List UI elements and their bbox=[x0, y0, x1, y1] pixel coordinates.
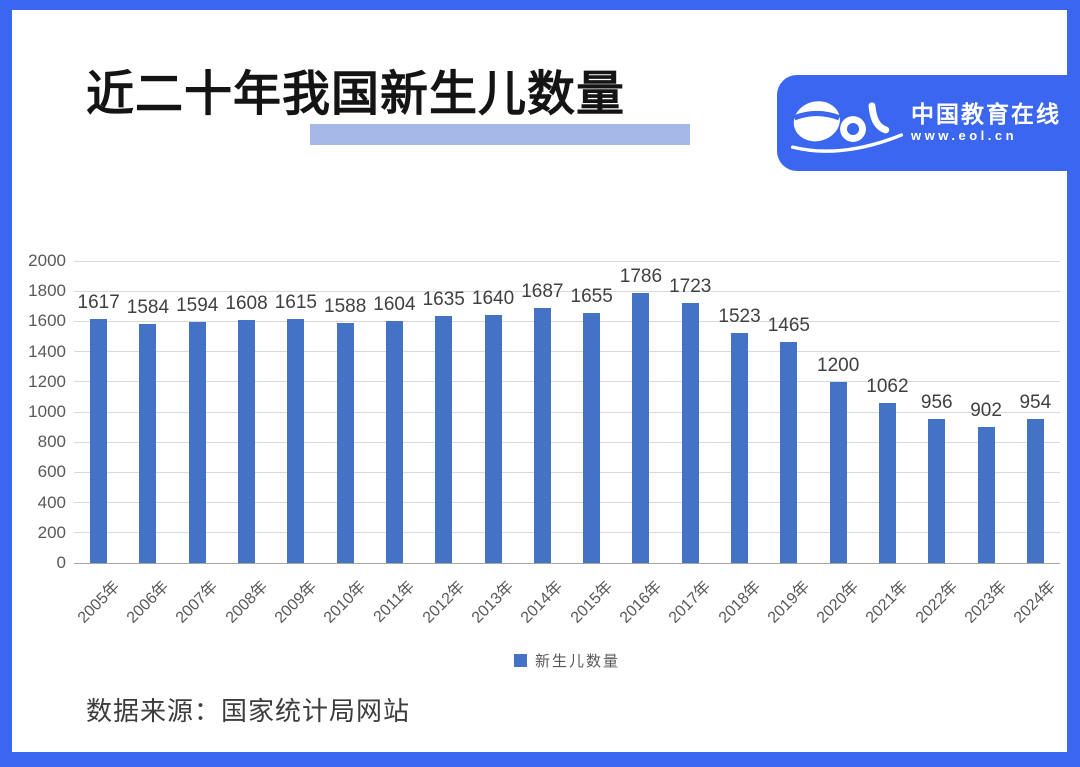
bar-2008年 bbox=[238, 320, 256, 563]
y-axis-tick-label: 1800 bbox=[28, 281, 66, 301]
bar-value-label: 1640 bbox=[471, 288, 515, 309]
bar-value-label: 1588 bbox=[324, 296, 367, 317]
gridline bbox=[74, 502, 1060, 504]
bar-2015年 bbox=[583, 313, 601, 563]
y-axis-tick-label: 1200 bbox=[28, 371, 66, 391]
bar-value-label: 1723 bbox=[669, 276, 712, 297]
x-axis-tick-label: 2019年 bbox=[764, 578, 814, 627]
x-axis-tick-label: 2009年 bbox=[271, 578, 321, 627]
gridline bbox=[74, 290, 1060, 292]
y-axis-tick-label: 400 bbox=[37, 492, 66, 512]
x-axis-tick-label: 2005年 bbox=[74, 578, 123, 627]
bar-2011年 bbox=[385, 321, 403, 563]
x-axis-tick-label: 2012年 bbox=[419, 578, 469, 627]
bar-2018年 bbox=[731, 333, 749, 563]
bar-2017年 bbox=[681, 303, 699, 563]
gridline bbox=[74, 411, 1060, 413]
x-axis-tick-label: 2020年 bbox=[813, 578, 863, 627]
logo-text: 中国教育在线 www.eol.cn bbox=[911, 101, 1061, 144]
gridline bbox=[74, 532, 1060, 534]
bar-2022年 bbox=[928, 419, 946, 563]
bar-value-label: 1523 bbox=[718, 306, 761, 327]
x-axis-tick-label: 2008年 bbox=[222, 578, 271, 627]
x-axis-tick-label: 2021年 bbox=[863, 578, 912, 627]
bar-2007年 bbox=[188, 322, 206, 563]
bar-2014年 bbox=[533, 308, 551, 563]
eol-logo-badge: 中国教育在线 www.eol.cn bbox=[777, 75, 1080, 171]
bar-2009年 bbox=[287, 319, 305, 563]
bar-value-label: 1687 bbox=[521, 281, 564, 302]
x-axis-tick-label: 2010年 bbox=[320, 578, 370, 627]
header: 近二十年我国新生儿数量 bbox=[86, 64, 690, 145]
gridline bbox=[74, 260, 1060, 262]
gridline bbox=[74, 351, 1060, 353]
bar-value-label: 1062 bbox=[866, 376, 909, 397]
x-axis-tick-label: 2006年 bbox=[123, 578, 173, 627]
bar-value-label: 1635 bbox=[422, 289, 465, 310]
gridline bbox=[74, 441, 1060, 443]
bar-value-label: 1465 bbox=[767, 315, 810, 336]
x-axis-tick-label: 2018年 bbox=[715, 578, 764, 627]
logo-url: www.eol.cn bbox=[911, 127, 1018, 143]
x-axis-tick-label: 2011年 bbox=[371, 578, 419, 626]
bar-value-label: 1604 bbox=[373, 294, 416, 315]
logo-name: 中国教育在线 bbox=[911, 101, 1061, 128]
bar-value-label: 1655 bbox=[570, 286, 613, 307]
bar-value-label: 954 bbox=[1019, 392, 1052, 413]
y-axis-tick-label: 1400 bbox=[28, 341, 66, 361]
y-axis-tick-label: 200 bbox=[37, 522, 66, 542]
x-axis-tick-label: 2022年 bbox=[912, 578, 962, 627]
gridline bbox=[74, 320, 1060, 322]
legend-label: 新生儿数量 bbox=[534, 653, 620, 670]
legend-swatch bbox=[513, 654, 527, 667]
bar-2024年 bbox=[1026, 419, 1044, 563]
bar-value-label: 1594 bbox=[176, 295, 219, 316]
gridline bbox=[74, 471, 1060, 473]
y-axis-tick-label: 1600 bbox=[28, 311, 66, 331]
x-axis-tick-label: 2013年 bbox=[468, 578, 518, 627]
bar-value-label: 1617 bbox=[77, 292, 120, 313]
bar-2016年 bbox=[632, 293, 650, 563]
x-axis-tick-label: 2015年 bbox=[567, 578, 616, 627]
title-highlight-underline bbox=[310, 124, 690, 145]
bar-2013年 bbox=[484, 315, 502, 563]
chart-legend: 新生儿数量 bbox=[74, 650, 1060, 671]
x-axis-tick-label: 2023年 bbox=[961, 578, 1011, 627]
bar-value-label: 1615 bbox=[274, 292, 317, 313]
x-axis-tick-label: 2014年 bbox=[518, 578, 567, 627]
bar-value-label: 956 bbox=[920, 392, 953, 413]
data-source-note: 数据来源：国家统计局网站 bbox=[86, 696, 411, 726]
bar-2021年 bbox=[878, 403, 896, 563]
bar-2012年 bbox=[435, 316, 453, 563]
gridline bbox=[74, 381, 1060, 383]
x-axis-tick-label: 2024年 bbox=[1011, 578, 1060, 627]
y-axis-tick-label: 0 bbox=[56, 553, 66, 572]
y-axis-tick-label: 800 bbox=[37, 432, 66, 452]
y-axis-tick-label: 1000 bbox=[28, 402, 66, 421]
bar-2023年 bbox=[977, 427, 995, 563]
bar-2010年 bbox=[336, 323, 354, 563]
bar-2020年 bbox=[829, 382, 847, 563]
bar-2005年 bbox=[90, 319, 108, 563]
bar-value-label: 1584 bbox=[126, 297, 170, 318]
y-axis-tick-label: 600 bbox=[37, 462, 66, 482]
y-axis-tick-label: 2000 bbox=[28, 251, 66, 270]
bar-value-label: 1608 bbox=[225, 293, 268, 314]
x-axis-line bbox=[74, 562, 1060, 564]
x-axis-tick-label: 2007年 bbox=[172, 578, 222, 627]
bar-2019年 bbox=[780, 342, 798, 563]
eol-wordmark-icon bbox=[791, 101, 903, 153]
bar-value-label: 1786 bbox=[619, 266, 663, 287]
bar-2006年 bbox=[139, 324, 157, 563]
page-title: 近二十年我国新生儿数量 bbox=[86, 68, 626, 121]
bar-value-label: 902 bbox=[970, 400, 1002, 421]
x-axis-tick-label: 2016年 bbox=[616, 578, 666, 627]
x-axis-tick-label: 2017年 bbox=[665, 578, 715, 627]
bar-value-label: 1200 bbox=[817, 355, 860, 376]
